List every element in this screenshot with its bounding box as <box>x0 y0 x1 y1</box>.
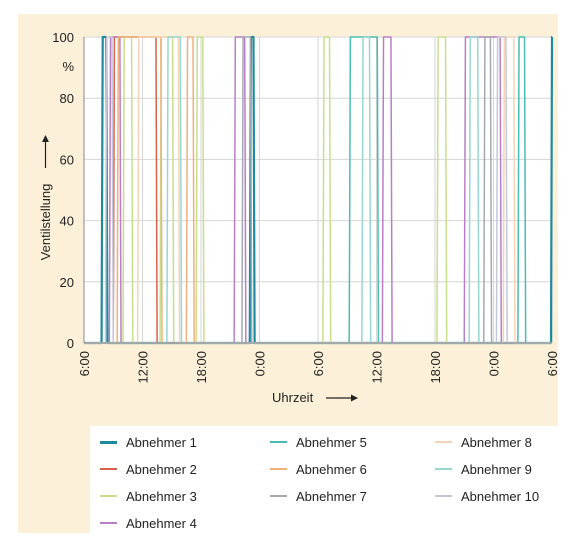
y-tick-label: 20 <box>60 275 74 290</box>
x-axis-title-arrow-head <box>351 394 358 402</box>
x-tick-label: 6:00 <box>77 351 92 376</box>
legend-swatch <box>100 522 117 524</box>
x-tick-label: 12:00 <box>370 351 385 384</box>
legend-entry-6: Abnehmer 6 <box>270 460 367 478</box>
legend-label: Abnehmer 4 <box>126 515 197 531</box>
legend-label: Abnehmer 3 <box>126 488 197 504</box>
legend-entry-10: Abnehmer 10 <box>435 487 539 505</box>
legend-label: Abnehmer 5 <box>296 434 367 450</box>
x-axis-title: Uhrzeit <box>272 390 314 405</box>
series-line-3 <box>84 36 552 344</box>
legend-label: Abnehmer 7 <box>296 488 367 504</box>
legend-swatch <box>270 468 287 470</box>
legend-label: Abnehmer 8 <box>461 434 532 450</box>
legend-label: Abnehmer 6 <box>296 461 367 477</box>
legend-entry-8: Abnehmer 8 <box>435 433 532 451</box>
legend-entry-5: Abnehmer 5 <box>270 433 367 451</box>
y-axis-title-arrow-head <box>42 135 49 142</box>
y-axis-title: Ventilstellung <box>38 184 53 261</box>
legend-entry-7: Abnehmer 7 <box>270 487 367 505</box>
legend-swatch <box>270 495 287 497</box>
legend-label: Abnehmer 1 <box>126 434 197 450</box>
y-tick-label: 0 <box>67 336 74 351</box>
legend-entry-1: Abnehmer 1 <box>100 433 197 451</box>
y-tick-label: 40 <box>60 214 74 229</box>
legend-label: Abnehmer 2 <box>126 461 197 477</box>
legend-label: Abnehmer 10 <box>461 488 540 504</box>
legend-swatch <box>100 440 117 444</box>
line-chart: 0 20 40 60 80 100 6:00 12:00 18:00 0:00 6:00 12:00 1… <box>38 30 558 405</box>
x-tick-label: 18:00 <box>194 351 209 384</box>
x-tick-label: 0:00 <box>487 351 502 376</box>
legend-swatch <box>100 468 117 470</box>
legend-swatch <box>435 468 452 470</box>
x-tick-label: 6:00 <box>545 351 558 376</box>
x-tick-label: 12:00 <box>136 351 151 384</box>
legend-swatch <box>270 441 287 443</box>
y-axis-unit: % <box>62 59 74 74</box>
y-tick-label: 60 <box>60 152 74 167</box>
y-axis-title-group: Ventilstellung <box>38 135 53 260</box>
legend-entry-2: Abnehmer 2 <box>100 460 197 478</box>
series-line-9 <box>84 36 552 344</box>
legend-swatch <box>435 495 452 497</box>
legend-entry-9: Abnehmer 9 <box>435 460 532 478</box>
legend-swatch <box>435 441 452 443</box>
legend-swatch <box>100 495 117 497</box>
legend: Abnehmer 1 Abnehmer 2 Abnehmer 3 Abnehmer 4… <box>90 426 558 536</box>
x-tick-label: 0:00 <box>253 351 268 376</box>
series-line-1 <box>84 35 554 345</box>
x-tick-label: 18:00 <box>428 351 443 384</box>
legend-entry-3: Abnehmer 3 <box>100 487 197 505</box>
y-tick-label: 80 <box>60 91 74 106</box>
x-axis-title-group: Uhrzeit <box>272 390 358 405</box>
legend-label: Abnehmer 9 <box>461 461 532 477</box>
y-tick-label: 100 <box>52 30 74 45</box>
x-tick-label: 6:00 <box>311 351 326 376</box>
axes: 0 20 40 60 80 100 6:00 12:00 18:00 0:00 6:00 12:00 1… <box>52 30 558 384</box>
legend-entry-4: Abnehmer 4 <box>100 514 197 532</box>
figure-frame: 0 20 40 60 80 100 6:00 12:00 18:00 0:00 6:00 12:00 1… <box>18 14 558 536</box>
